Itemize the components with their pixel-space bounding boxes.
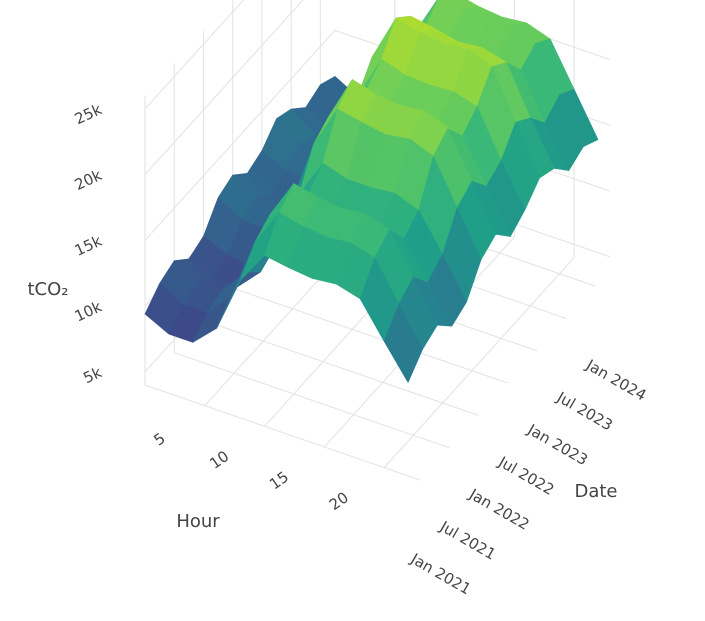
y-tick-label: Jan 2024 [582,355,649,404]
y-tick-label: Jul 2022 [495,452,558,499]
grid-line [174,352,450,449]
grid-line [144,0,304,175]
z-tick-label: 20k [72,166,105,194]
grid-line [144,384,421,481]
x-axis-title: Hour [176,511,220,532]
surface-cell [383,303,423,383]
grid-line [144,0,245,110]
z-tick-label: 15k [72,232,105,260]
z-tick-label: 10k [72,297,105,325]
y-tick-label: Jan 2021 [407,549,474,598]
grid-line [203,319,479,416]
x-tick-label: 10 [206,447,232,473]
grid-line [383,257,575,468]
z-tick-label: 5k [80,363,104,387]
surface [144,0,599,383]
y-tick-label: Jan 2022 [465,485,532,534]
x-tick-label: 15 [266,468,292,494]
grid-line [232,287,508,384]
x-tick-label: 5 [150,429,168,449]
z-axis-title: tCO₂ [27,279,68,300]
grid-line [144,30,336,241]
y-tick-label: Jan 2023 [524,420,591,469]
y-tick-label: Jul 2021 [436,517,499,564]
y-axis-title: Date [574,481,617,502]
z-tick-label: 25k [72,100,105,128]
x-tick-label: 20 [326,488,352,514]
y-tick-label: Jul 2023 [553,388,616,435]
